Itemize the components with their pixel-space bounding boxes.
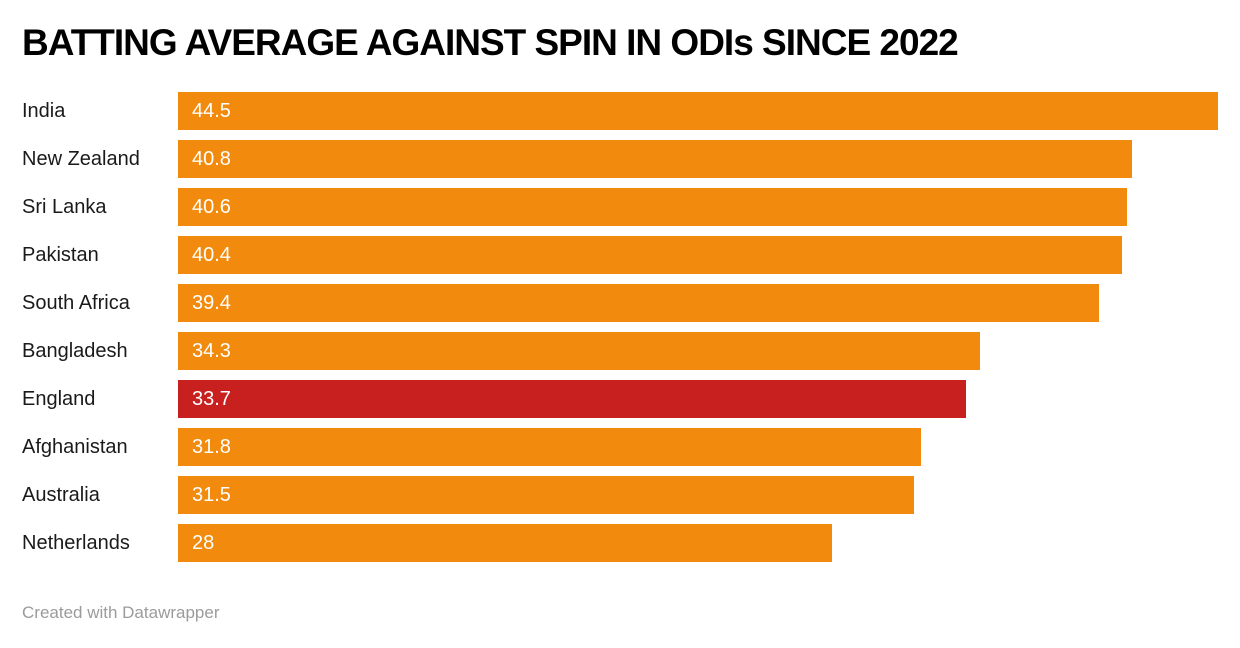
bar-track: 39.4 [178, 284, 1240, 322]
bar-chart: India 44.5 New Zealand 40.8 Sri Lanka 40… [0, 92, 1240, 572]
bar-track: 33.7 [178, 380, 1240, 418]
bar-row: Pakistan 40.4 [0, 236, 1240, 274]
value-label: 33.7 [192, 387, 231, 410]
bar: 44.5 [178, 92, 1218, 130]
bar: 31.8 [178, 428, 922, 466]
value-label: 40.8 [192, 147, 231, 170]
chart-title: BATTING AVERAGE AGAINST SPIN IN ODIs SIN… [22, 22, 959, 63]
bar-track: 44.5 [178, 92, 1240, 130]
bar-row: Bangladesh 34.3 [0, 332, 1240, 370]
bar: 40.8 [178, 140, 1132, 178]
bar-track: 34.3 [178, 332, 1240, 370]
bar: 40.6 [178, 188, 1127, 226]
bar: 31.5 [178, 476, 915, 514]
bar-track: 31.8 [178, 428, 1240, 466]
category-label: Sri Lanka [22, 195, 107, 218]
bar: 28 [178, 524, 833, 562]
bar-track: 40.6 [178, 188, 1240, 226]
category-label: Australia [22, 483, 100, 506]
bar-row: Afghanistan 31.8 [0, 428, 1240, 466]
bar-track: 31.5 [178, 476, 1240, 514]
category-label: Bangladesh [22, 339, 128, 362]
bar-row: South Africa 39.4 [0, 284, 1240, 322]
bar-row: New Zealand 40.8 [0, 140, 1240, 178]
category-label: South Africa [22, 291, 130, 314]
value-label: 40.6 [192, 195, 231, 218]
attribution-text: Created with Datawrapper [22, 603, 220, 622]
category-label: England [22, 387, 96, 410]
bar-row: India 44.5 [0, 92, 1240, 130]
value-label: 31.8 [192, 435, 231, 458]
bar-row: Netherlands 28 [0, 524, 1240, 562]
category-label: Netherlands [22, 531, 130, 554]
bar-track: 28 [178, 524, 1240, 562]
bar: 39.4 [178, 284, 1099, 322]
value-label: 39.4 [192, 291, 231, 314]
category-label: Afghanistan [22, 435, 128, 458]
category-label: Pakistan [22, 243, 99, 266]
bar-row: England 33.7 [0, 380, 1240, 418]
value-label: 34.3 [192, 339, 231, 362]
bar: 34.3 [178, 332, 980, 370]
bar: 40.4 [178, 236, 1123, 274]
bar: 33.7 [178, 380, 966, 418]
value-label: 40.4 [192, 243, 231, 266]
bar-track: 40.8 [178, 140, 1240, 178]
bar-track: 40.4 [178, 236, 1240, 274]
category-label: New Zealand [22, 147, 140, 170]
value-label: 31.5 [192, 483, 231, 506]
category-label: India [22, 99, 66, 122]
bar-row: Sri Lanka 40.6 [0, 188, 1240, 226]
value-label: 28 [192, 531, 215, 554]
bar-row: Australia 31.5 [0, 476, 1240, 514]
value-label: 44.5 [192, 99, 231, 122]
